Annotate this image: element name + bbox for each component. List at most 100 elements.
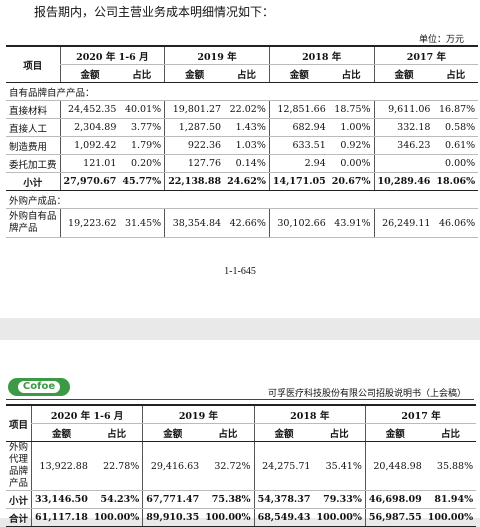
ratio-cell: 42.66%	[224, 208, 270, 238]
ratio-cell: 43.91%	[328, 208, 375, 238]
header-amount: 金额	[142, 423, 203, 442]
intro-text: 报告期内，公司主营业务成本明细情况如下：	[34, 5, 275, 19]
ratio-cell: 24.62%	[224, 172, 270, 191]
amount-cell: 127.76	[164, 154, 225, 173]
amount-cell: 10,289.46	[373, 172, 434, 191]
page-number: 1-1-645	[224, 266, 256, 277]
ratio-cell: 0.14%	[224, 154, 270, 173]
ratio-cell: 0.00%	[328, 154, 375, 173]
amount-cell: 46,698.09	[364, 490, 425, 509]
ratio-cell: 1.43%	[224, 118, 270, 137]
header-row-periods: 项目 2020 年 1-6 月 2019 年 2018 年 2017 年	[6, 45, 479, 83]
amount-cell: 38,354.84	[164, 208, 225, 238]
header-amount: 金额	[59, 64, 120, 83]
amount-cell: 922.36	[164, 136, 225, 155]
header-ratio: 占比	[424, 423, 477, 442]
header-ratio: 占比	[202, 423, 255, 442]
amount-cell: 12,851.66	[268, 100, 329, 119]
ratio-cell: 75.38%	[202, 490, 255, 509]
header-ratio: 占比	[224, 64, 270, 83]
row-label: 外购自有品牌产品	[6, 208, 61, 238]
header-ratio: 占比	[313, 423, 366, 442]
unit-label: 单位：万元	[418, 35, 464, 45]
cost-table-part1: 项目 2020 年 1-6 月 2019 年 2018 年 2017 年 金额 …	[6, 45, 479, 238]
document-title: 可孚医疗科技股份有限公司招股说明书（上会稿）	[267, 389, 466, 399]
ratio-cell: 35.88%	[424, 441, 477, 491]
ratio-cell: 40.01%	[119, 100, 165, 119]
header-period: 2020 年 1-6 月	[59, 45, 165, 65]
amount-cell: 682.94	[268, 118, 329, 137]
amount-cell: 346.23	[373, 136, 434, 155]
row-label: 委托加工费	[6, 154, 61, 173]
amount-cell: 26,249.11	[373, 208, 434, 238]
ratio-cell: 79.33%	[313, 490, 366, 509]
amount-cell: 33,146.50	[31, 490, 91, 509]
header-amount: 金额	[253, 423, 314, 442]
company-logo: Cofoe	[8, 378, 70, 396]
header-period: 2019 年	[142, 404, 255, 424]
header-ratio: 占比	[90, 423, 143, 442]
ratio-cell: 0.00%	[433, 154, 479, 173]
ratio-cell: 31.45%	[119, 208, 165, 238]
amount-cell: 67,771.47	[142, 490, 203, 509]
amount-cell: 24,452.35	[59, 100, 120, 119]
ratio-cell: 45.77%	[119, 172, 165, 191]
ratio-cell: 16.87%	[433, 100, 479, 119]
amount-cell: 633.51	[268, 136, 329, 155]
ratio-cell: 0.92%	[328, 136, 375, 155]
ratio-cell: 0.58%	[433, 118, 479, 137]
header-amount: 金额	[373, 64, 434, 83]
amount-cell: 14,171.05	[268, 172, 329, 191]
header-row-periods: 项目 2020 年 1-6 月 2019 年 2018 年 2017 年	[6, 404, 477, 442]
amount-cell: 54,378.37	[253, 490, 314, 509]
header-ratio: 占比	[119, 64, 165, 83]
header-period: 2017 年	[373, 45, 479, 65]
amount-cell: 27,970.67	[59, 172, 120, 191]
table-row: 外购代理品牌产品 13,922.88 22.78% 29,416.63 32.72% 24…	[6, 441, 477, 491]
amount-cell: 22,138.88	[164, 172, 225, 191]
row-label: 制造费用	[6, 136, 61, 155]
header-period: 2018 年	[268, 45, 375, 65]
section-label: 外购产成品：	[6, 190, 479, 209]
ratio-cell: 1.00%	[328, 118, 375, 137]
row-label: 直接人工	[6, 118, 61, 137]
amount-cell: 29,416.63	[142, 441, 203, 491]
document-page-1: 报告期内，公司主营业务成本明细情况如下： 单位：万元 项目 2020 年 1-6…	[0, 0, 480, 318]
amount-cell: 13,922.88	[31, 441, 91, 491]
amount-cell: 20,448.98	[364, 441, 425, 491]
amount-cell: 1,287.50	[164, 118, 225, 137]
subtotal-row: 小计 33,146.50 54.23% 67,771.47 75.38% 54,378.3…	[6, 490, 477, 509]
amount-cell: 24,275.71	[253, 441, 314, 491]
section-row: 外购产成品：	[6, 190, 479, 209]
amount-cell: 121.01	[59, 154, 120, 173]
ratio-cell: 35.41%	[313, 441, 366, 491]
table-row: 制造费用 1,092.42 1.79% 922.36 1.03% 633.51 0.92% 3…	[6, 136, 479, 155]
subtotal-row: 小计 27,970.67 45.77% 22,138.88 24.62% 14,171.0…	[6, 172, 479, 191]
amount-cell: 9,611.06	[373, 100, 434, 119]
ratio-cell: 20.67%	[328, 172, 375, 191]
ratio-cell: 46.06%	[433, 208, 479, 238]
header-period: 2019 年	[164, 45, 270, 65]
ratio-cell: 32.72%	[202, 441, 255, 491]
row-label: 小计	[6, 490, 32, 509]
ratio-cell: 18.75%	[328, 100, 375, 119]
header-amount: 金额	[31, 423, 91, 442]
ratio-cell: 22.78%	[90, 441, 143, 491]
ratio-cell: 1.79%	[119, 136, 165, 155]
header-period: 2017 年	[364, 404, 477, 424]
header-ratio: 占比	[433, 64, 479, 83]
ratio-cell: 0.20%	[119, 154, 165, 173]
cost-table-part2: 项目 2020 年 1-6 月 2019 年 2018 年 2017 年 金额 …	[6, 404, 477, 527]
row-label: 小计	[6, 172, 61, 191]
amount-cell	[373, 154, 434, 173]
ratio-cell: 3.77%	[119, 118, 165, 137]
amount-cell: 2.94	[268, 154, 329, 173]
ratio-cell: 1.03%	[224, 136, 270, 155]
table-row: 直接材料 24,452.35 40.01% 19,801.27 22.02% 12,851…	[6, 100, 479, 119]
ratio-cell: 18.06%	[433, 172, 479, 191]
table-row: 直接人工 2,304.89 3.77% 1,287.50 1.43% 682.94 1.00…	[6, 118, 479, 137]
ratio-cell: 54.23%	[90, 490, 143, 509]
header-item: 项目	[6, 404, 32, 442]
header-row-metrics: 金额 占比 金额 占比 金额 占比 金额 占比	[6, 64, 479, 83]
table-row: 外购自有品牌产品 19,223.62 31.45% 38,354.84 42.66% 30…	[6, 208, 479, 238]
